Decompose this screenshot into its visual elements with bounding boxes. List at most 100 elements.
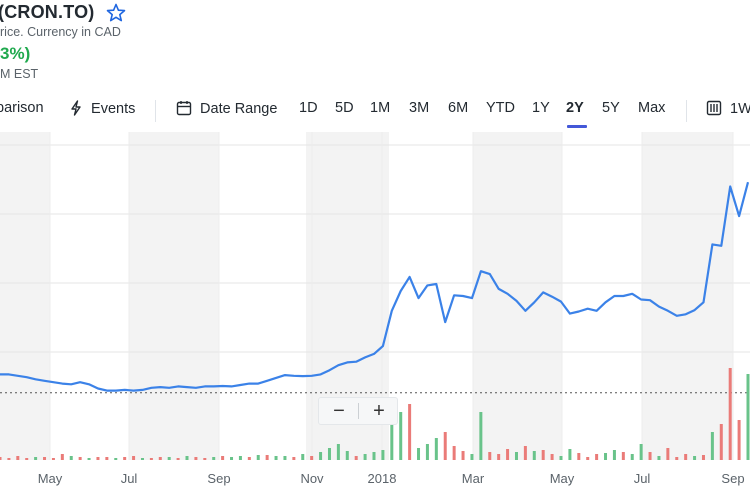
volume-bar [425,444,429,460]
range-max[interactable]: Max [638,100,666,116]
volume-bar [746,374,750,460]
volume-bar [203,458,207,460]
volume-bar [684,454,688,460]
volume-bar [479,412,483,460]
zoom-control: − + [318,397,398,425]
volume-bar [417,448,421,460]
volume-bar [532,451,536,460]
volume-bar [158,457,162,460]
x-tick-label: May [38,471,63,486]
volume-bar [657,456,661,460]
x-tick-label: Sep [721,471,744,486]
volume-bar [639,444,643,460]
toolbar-divider [155,100,156,122]
currency-note: rice. Currency in CAD [0,25,121,39]
range-1m[interactable]: 1M [370,100,391,116]
volume-bar [301,454,305,460]
volume-bar [140,458,144,460]
zoom-in-button[interactable]: + [373,400,385,422]
volume-bar [434,438,438,460]
volume-bar [283,456,287,460]
volume-bar [666,448,670,460]
volume-bar [114,458,118,460]
range-6m[interactable]: 6M [448,100,469,116]
volume-bar [372,452,376,460]
volume-bar [212,457,216,460]
calendar-icon [176,101,192,116]
volume-bar [381,450,385,460]
range-3m[interactable]: 3M [409,100,430,116]
volume-bar [78,457,82,460]
interval-button[interactable]: 1W [706,100,750,117]
price-chart[interactable]: May Jul Sep Nov 2018 Mar May Jul Sep − + [0,132,750,500]
volume-bar [221,456,225,460]
x-tick-label: Jul [121,471,138,486]
volume-bar [87,458,91,460]
volume-bar [621,452,625,460]
volume-bar [51,458,55,460]
volume-bar [586,457,590,460]
range-1d[interactable]: 1D [299,100,318,116]
events-label: Events [91,101,136,117]
volume-bar [274,456,278,460]
shaded-band [473,132,562,460]
volume-bar [506,449,510,460]
zoom-out-button[interactable]: − [333,400,345,422]
candlestick-icon [706,100,722,116]
volume-bar [390,420,394,460]
events-button[interactable]: Events [69,100,135,117]
quote-header: (CRON.TO) rice. Currency in CAD 3%) M ES… [0,0,750,90]
volume-bar [488,452,492,460]
x-tick-label: May [550,471,575,486]
volume-bar [132,456,136,460]
time-note: M EST [0,67,39,81]
volume-bar [319,452,323,460]
date-range-button[interactable]: Date Range [176,100,277,117]
range-2y[interactable]: 2Y [566,100,584,116]
range-1y[interactable]: 1Y [532,100,550,116]
volume-bar [0,457,2,460]
chart-toolbar: parison Events Date Range 1D 5D 1M 3M 6M… [0,90,750,132]
active-range-indicator [567,125,587,128]
volume-bar [701,455,705,460]
price-line [0,181,750,392]
shaded-band [0,132,50,460]
volume-bar [265,455,269,460]
volume-bar [345,451,349,460]
volume-bar [595,454,599,460]
volume-bar [292,457,296,460]
volume-bar [693,456,697,460]
volume-bar [399,412,403,460]
volume-bar [470,454,474,460]
volume-bar [194,457,198,460]
volume-bar [327,448,331,460]
volume-bar [238,456,242,460]
x-tick-label: Sep [207,471,230,486]
volume-bar [16,456,20,460]
volume-bar [710,432,714,460]
lightning-icon [71,100,81,116]
zoom-divider [358,403,359,419]
volume-bar [728,368,732,460]
volume-bar [523,446,527,460]
comparison-button[interactable]: parison [0,100,44,116]
volume-bar [559,456,563,460]
volume-bar [719,424,723,460]
volume-bar [60,454,64,460]
range-ytd[interactable]: YTD [486,100,515,116]
range-5d[interactable]: 5D [335,100,354,116]
volume-bar [69,456,73,460]
date-range-label: Date Range [200,101,278,117]
volume-bar [167,457,171,460]
range-5y[interactable]: 5Y [602,100,620,116]
volume-bar [541,450,545,460]
volume-bar [336,444,340,460]
volume-bar [123,457,127,460]
volume-bar [604,453,608,460]
volume-bar [675,457,679,460]
price-change: 3%) [0,44,31,63]
volume-bar [408,404,412,460]
volume-bar [176,458,180,460]
volume-bar [105,457,109,460]
star-icon[interactable] [106,3,126,23]
